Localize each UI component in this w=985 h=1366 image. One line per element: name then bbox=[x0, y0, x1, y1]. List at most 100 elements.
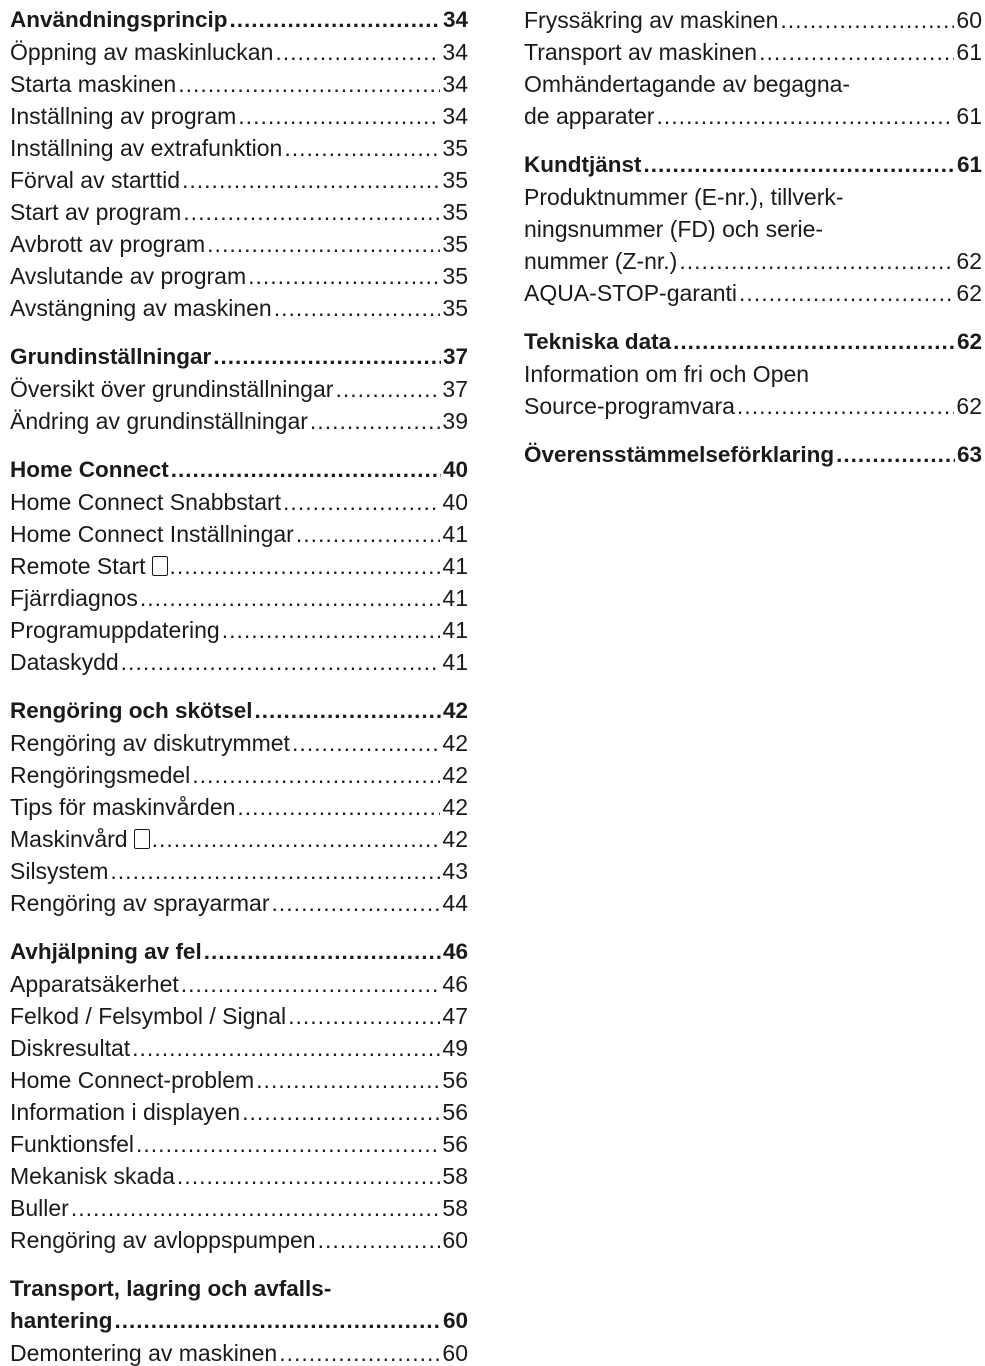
line: Home Connect 40 bbox=[10, 454, 468, 486]
dot-leader bbox=[644, 149, 955, 181]
line: Buller 58 bbox=[10, 1192, 468, 1224]
toc-entry: Avstängning av maskinen 35 bbox=[10, 292, 468, 324]
dot-leader bbox=[207, 228, 440, 260]
page-number: 41 bbox=[442, 617, 468, 643]
toc-entry: Programuppdatering 41 bbox=[10, 614, 468, 646]
entry-text: Överensstämmelseförklaring bbox=[524, 442, 835, 467]
entry-text: Silsystem bbox=[10, 858, 109, 884]
toc-entry: Omhändertagande av begagna-de apparater 6… bbox=[524, 68, 982, 132]
dot-leader bbox=[335, 373, 440, 405]
toc-entry: Fjärrdiagnos 41 bbox=[10, 582, 468, 614]
line: Dataskydd 41 bbox=[10, 646, 468, 678]
entry-text: Rengöring av avloppspumpen bbox=[10, 1227, 316, 1253]
page-number: 60 bbox=[442, 1227, 468, 1253]
line: Felkod / Felsymbol / Signal 47 bbox=[10, 1000, 468, 1032]
dot-leader bbox=[170, 550, 441, 582]
line: Förval av starttid 35 bbox=[10, 164, 468, 196]
entry-text: Avhjälpning av fel bbox=[10, 939, 202, 964]
toc-entry: Produktnummer (E-nr.), tillverk-ningsnum… bbox=[524, 181, 982, 277]
dot-leader bbox=[204, 936, 441, 968]
dot-leader bbox=[759, 36, 954, 68]
entry-text: Remote Start bbox=[10, 553, 146, 579]
page-number: 43 bbox=[442, 858, 468, 884]
dot-leader bbox=[237, 791, 440, 823]
entry-text: Rengöring och skötsel bbox=[10, 698, 253, 723]
line: Inställning av extrafunktion 35 bbox=[10, 132, 468, 164]
page-number: 34 bbox=[442, 7, 468, 32]
page-number: 46 bbox=[442, 939, 468, 964]
section-heading: Grundinställningar 37 bbox=[10, 341, 468, 373]
line: Överensstämmelseförklaring 63 bbox=[524, 439, 982, 471]
line: Grundinställningar 37 bbox=[10, 341, 468, 373]
line: Avstängning av maskinen 35 bbox=[10, 292, 468, 324]
line: Produktnummer (E-nr.), tillverk- bbox=[524, 181, 982, 213]
dot-leader bbox=[171, 454, 441, 486]
line: Inställning av program 34 bbox=[10, 100, 468, 132]
line: Kundtjänst 61 bbox=[524, 149, 982, 181]
dot-leader bbox=[140, 582, 441, 614]
page-number: 42 bbox=[442, 730, 468, 756]
entry-text: Home Connect Inställningar bbox=[10, 521, 294, 547]
section: Kundtjänst 61 Produktnummer (E-nr.), tillv… bbox=[524, 149, 982, 309]
entry-text: Rengöring av diskutrymmet bbox=[10, 730, 290, 756]
page-number: 34 bbox=[442, 103, 468, 129]
dot-leader bbox=[737, 390, 954, 422]
line: Mekanisk skada 58 bbox=[10, 1160, 468, 1192]
entry-text: Information om fri och Open bbox=[524, 361, 810, 387]
entry-text: Fjärrdiagnos bbox=[10, 585, 138, 611]
dot-leader bbox=[292, 727, 440, 759]
page-number: 42 bbox=[442, 794, 468, 820]
toc-entry: Avslutande av program 35 bbox=[10, 260, 468, 292]
line: hantering 60 bbox=[10, 1305, 468, 1337]
toc-entry: Rengöringsmedel 42 bbox=[10, 759, 468, 791]
entry-text: Avbrott av program bbox=[10, 231, 206, 257]
entry-text: Avstängning av maskinen bbox=[10, 295, 272, 321]
entry-text: Rengöringsmedel bbox=[10, 762, 191, 788]
toc-entry: Diskresultat 49 bbox=[10, 1032, 468, 1064]
entry-text: Öppning av maskinluckan bbox=[10, 39, 274, 65]
dot-leader bbox=[110, 855, 440, 887]
toc-entry: Silsystem 43 bbox=[10, 855, 468, 887]
column: Användningsprincip34 Öppning av maskinluc… bbox=[10, 4, 468, 1366]
dot-leader bbox=[739, 277, 954, 309]
toc-entry: Buller 58 bbox=[10, 1192, 468, 1224]
page-number: 35 bbox=[442, 199, 468, 225]
dot-leader bbox=[213, 341, 441, 373]
section: Transport, lagring och avfalls-hantering… bbox=[10, 1273, 468, 1366]
entry-text: Transport av maskinen bbox=[524, 39, 758, 65]
line: Användningsprincip 34 bbox=[10, 4, 468, 36]
line: Remote Start 41 bbox=[10, 550, 468, 582]
toc-entry: Maskinvård 42 bbox=[10, 823, 468, 855]
toc-entry: Inställning av program 34 bbox=[10, 100, 468, 132]
entry-text: Home Connect Snabbstart bbox=[10, 489, 282, 515]
entry-text: Apparatsäkerhet bbox=[10, 971, 179, 997]
line: Transport av maskinen 61 bbox=[524, 36, 982, 68]
line: Tips för maskinvården 42 bbox=[10, 791, 468, 823]
section-heading: Överensstämmelseförklaring 63 bbox=[524, 439, 982, 471]
toc-entry: AQUA-STOP-garanti 62 bbox=[524, 277, 982, 309]
line: Omhändertagande av begagna- bbox=[524, 68, 982, 100]
toc-entry: Home Connect Inställningar 41 bbox=[10, 518, 468, 550]
dot-leader bbox=[288, 1000, 440, 1032]
dot-leader bbox=[310, 405, 440, 437]
entry-text: Fryssäkring av maskinen bbox=[524, 7, 779, 33]
page-number: 61 bbox=[956, 103, 982, 129]
page-number: 41 bbox=[442, 649, 468, 675]
toc-entry: Information om fri och Open Source-progra… bbox=[524, 358, 982, 422]
line: Rengöring av avloppspumpen 60 bbox=[10, 1224, 468, 1256]
dot-leader bbox=[183, 196, 440, 228]
entry-text: Omhändertagande av begagna- bbox=[524, 71, 851, 97]
page-number: 34 bbox=[442, 71, 468, 97]
line: Tekniska data 62 bbox=[524, 326, 982, 358]
dot-leader bbox=[136, 1128, 440, 1160]
line: Rengöring av sprayarmar 44 bbox=[10, 887, 468, 919]
page-number: 42 bbox=[442, 826, 468, 852]
entry-text: Avslutande av program bbox=[10, 263, 247, 289]
entry-text: Tekniska data bbox=[524, 329, 672, 354]
column: Fryssäkring av maskinen 60 Transport av ma… bbox=[524, 4, 982, 488]
line: Home Connect Inställningar 41 bbox=[10, 518, 468, 550]
entry-text: Source-programvara bbox=[524, 393, 735, 419]
toc-entry: Förval av starttid 35 bbox=[10, 164, 468, 196]
dot-leader bbox=[255, 695, 441, 727]
section-heading: Home Connect 40 bbox=[10, 454, 468, 486]
